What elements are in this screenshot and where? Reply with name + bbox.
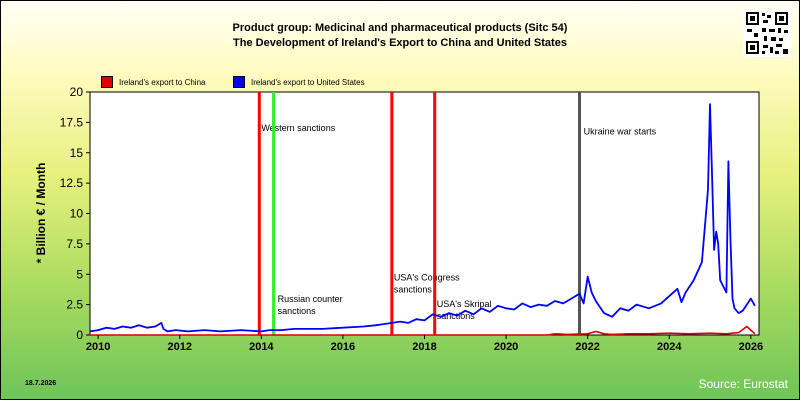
legend-label-china: Ireland's export to China [119,78,206,87]
x-tick-label-8: 2026 [739,341,763,353]
y-tick-label-7: 17.5 [60,115,84,129]
chart-title: Product group: Medicinal and pharmaceuti… [232,22,568,34]
legend-swatch-usa [233,76,245,88]
x-tick-label-6: 2022 [575,341,599,353]
y-tick-label-6: 15 [70,146,84,160]
y-tick-label-0: 0 [76,328,83,342]
x-tick-label-4: 2018 [412,341,436,353]
plot-area [89,91,760,336]
y-tick-label-8: 20 [70,85,84,99]
chart-subtitle: The Development of Ireland's Export to C… [233,37,567,49]
x-tick-label-0: 2010 [86,341,110,353]
x-tick-label-1: 2012 [168,341,192,353]
y-tick-label-4: 10 [70,207,84,221]
x-tick-label-5: 2020 [494,341,518,353]
y-tick-label-2: 5 [76,267,83,281]
series-line-1 [89,103,756,333]
y-tick-label-5: 12.5 [60,176,84,190]
event-label-5: USA's Congress sanctions [394,272,460,294]
y-tick-label-3: 7.5 [66,237,83,251]
y-axis-title: * Billion € / Month [34,162,48,264]
legend-swatch-china [101,76,113,88]
event-label-1: Western sanctions [261,123,335,133]
x-tick-label-2: 2014 [249,341,274,353]
x-tick-label-7: 2024 [657,341,682,353]
legend-label-usa: Ireland's export to United States [251,78,365,87]
x-tick-label-3: 2016 [331,341,355,353]
date-stamp: 18.7.2026 [25,380,57,387]
y-tick-label-1: 2.5 [66,298,83,312]
source-label: Source: Eurostat [698,377,788,391]
series-line-0 [90,325,756,336]
event-label-3: Russian counter sanctions [278,294,343,316]
event-label-9: Ukraine war starts [584,127,657,137]
qr-code-icon [743,9,791,57]
